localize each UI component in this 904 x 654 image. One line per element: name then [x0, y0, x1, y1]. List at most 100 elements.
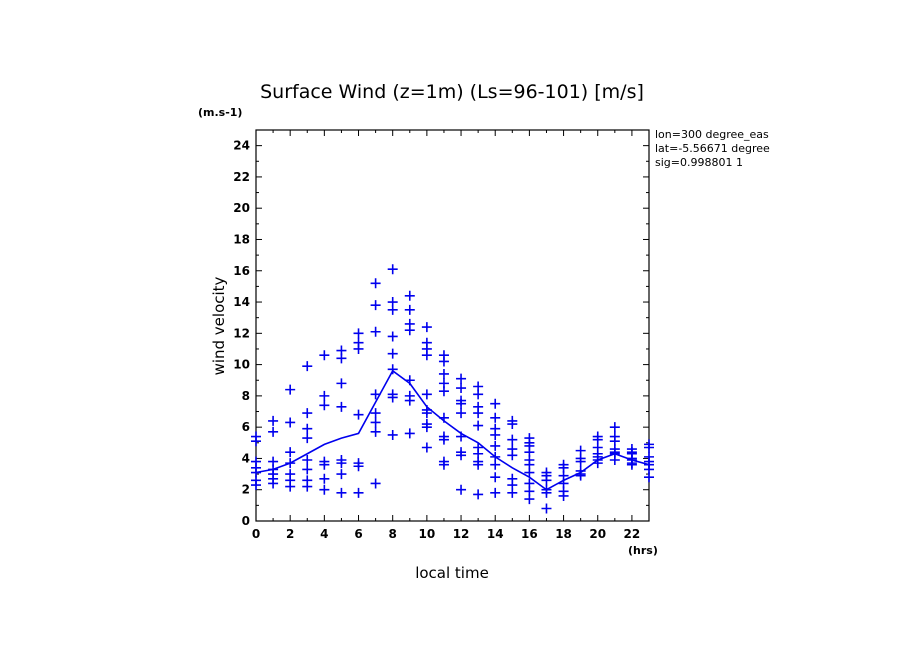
data-point	[438, 356, 449, 367]
data-point	[302, 423, 313, 434]
mean-line	[255, 369, 650, 491]
y-tick-label: 22	[233, 170, 250, 184]
data-point	[490, 412, 501, 423]
data-point	[319, 473, 330, 484]
data-point	[490, 429, 501, 440]
data-point	[319, 459, 330, 470]
data-point	[456, 383, 467, 394]
info-mask	[780, 125, 904, 175]
data-point	[370, 426, 381, 437]
data-point	[456, 450, 467, 461]
data-point	[490, 487, 501, 498]
scatter-points	[251, 264, 654, 514]
data-point	[302, 408, 313, 419]
data-point	[541, 503, 552, 514]
data-point	[473, 408, 484, 419]
data-point	[421, 408, 432, 419]
x-tick-label: 6	[354, 527, 362, 541]
x-tick-label: 4	[320, 527, 328, 541]
data-point	[421, 322, 432, 333]
data-point	[524, 494, 535, 505]
data-point	[302, 433, 313, 444]
data-point	[370, 389, 381, 400]
data-point	[302, 455, 313, 466]
y-tick-label: 2	[242, 483, 250, 497]
x-tick-label: 16	[521, 527, 538, 541]
chart-title: Surface Wind (z=1m) (Ls=96-101) [m/s]	[260, 81, 644, 103]
data-point	[473, 420, 484, 431]
data-point	[370, 300, 381, 311]
data-point	[302, 361, 313, 372]
y-tick-label: 6	[242, 420, 250, 434]
data-point	[268, 415, 279, 426]
data-point	[438, 386, 449, 397]
data-point	[387, 304, 398, 315]
x-tick-label: 10	[419, 527, 436, 541]
y-tick-label: 20	[233, 201, 250, 215]
data-point	[490, 472, 501, 483]
x-tick-label: 22	[624, 527, 641, 541]
data-point	[421, 422, 432, 433]
data-point	[456, 484, 467, 495]
info-line-2: lat=-5.56671 degree	[655, 142, 770, 155]
data-point	[387, 348, 398, 359]
data-point	[285, 417, 296, 428]
data-point	[370, 417, 381, 428]
data-point	[473, 389, 484, 400]
data-point	[268, 478, 279, 489]
data-point	[456, 373, 467, 384]
data-point	[644, 472, 654, 483]
data-point	[353, 461, 364, 472]
data-point	[336, 458, 347, 469]
y-tick-label: 16	[233, 264, 250, 278]
units-label: (m.s-1)	[198, 106, 242, 119]
data-point	[353, 343, 364, 354]
data-point	[370, 408, 381, 419]
data-point	[456, 408, 467, 419]
data-point	[251, 436, 261, 447]
y-tick-label: 12	[233, 326, 250, 340]
data-point	[490, 398, 501, 409]
data-point	[336, 378, 347, 389]
data-point	[473, 489, 484, 500]
x-tick-label: 8	[389, 527, 397, 541]
data-point	[541, 475, 552, 486]
data-point	[558, 490, 569, 501]
data-point	[387, 364, 398, 375]
y-axis-label: wind velocity	[210, 276, 228, 375]
data-point	[319, 390, 330, 401]
data-point	[353, 487, 364, 498]
data-point	[353, 328, 364, 339]
data-point	[644, 442, 654, 453]
data-point	[421, 389, 432, 400]
data-point	[438, 368, 449, 379]
data-point	[609, 455, 620, 466]
data-point	[285, 481, 296, 492]
data-point	[353, 409, 364, 420]
x-tick-label: 18	[555, 527, 572, 541]
data-point	[319, 400, 330, 411]
data-point	[302, 481, 313, 492]
data-point	[336, 469, 347, 480]
info-line-1: lon=300 degree_eas	[655, 128, 769, 141]
data-point	[473, 459, 484, 470]
data-point	[387, 429, 398, 440]
data-point	[251, 480, 261, 491]
data-point	[507, 434, 518, 445]
data-point	[370, 278, 381, 289]
y-tick-label: 18	[233, 232, 250, 246]
data-point	[575, 456, 586, 467]
data-point	[421, 442, 432, 453]
x-axis-label: local time	[415, 564, 489, 582]
data-point	[319, 484, 330, 495]
data-point	[285, 447, 296, 458]
y-tick-label: 8	[242, 389, 250, 403]
y-tick-label: 14	[233, 295, 250, 309]
data-point	[609, 422, 620, 433]
y-tick-label: 0	[242, 514, 250, 528]
data-point	[626, 459, 637, 470]
data-point	[285, 384, 296, 395]
data-point	[336, 401, 347, 412]
